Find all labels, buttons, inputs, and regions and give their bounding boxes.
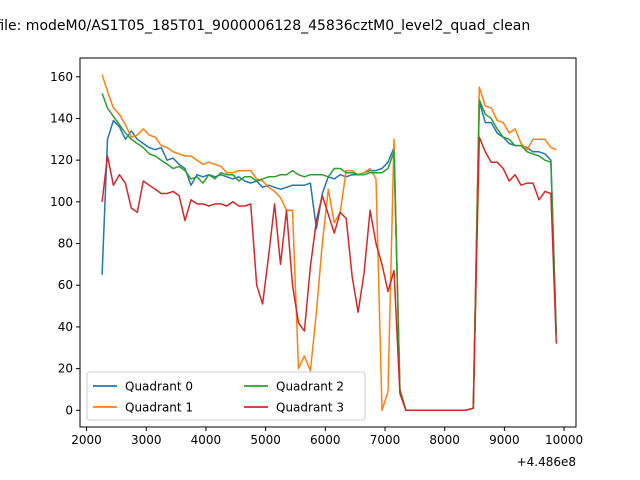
- y-tick-label: 60: [58, 278, 73, 292]
- x-tick-label: 5000: [250, 433, 281, 447]
- x-tick-label: 7000: [370, 433, 401, 447]
- y-tick-label: 40: [58, 320, 73, 334]
- legend-box: [86, 371, 366, 421]
- x-tick-label: 10000: [545, 433, 583, 447]
- x-tick-label: 6000: [310, 433, 341, 447]
- y-tick-label: 80: [58, 237, 73, 251]
- legend-label-quadrant-1: Quadrant 1: [125, 401, 193, 415]
- y-tick-label: 160: [50, 70, 73, 84]
- legend-label-quadrant-3: Quadrant 3: [276, 401, 344, 415]
- series-line-quadrant-0: [101, 101, 558, 412]
- x-tick-label: 2000: [71, 433, 102, 447]
- y-tick-label: 140: [50, 111, 73, 125]
- legend: Quadrant 0 Quadrant 1 Quadrant 2 Quadrant 3: [86, 371, 366, 421]
- series-layer: [101, 74, 558, 412]
- legend-label-quadrant-0: Quadrant 0: [125, 380, 193, 394]
- series-line-quadrant-3: [101, 136, 558, 412]
- y-tick-label: 100: [50, 195, 73, 209]
- y-axis: 0 20 40 60 80 100 120 140 160: [50, 70, 80, 417]
- y-tick-label: 20: [58, 362, 73, 376]
- y-tick-label: 0: [65, 403, 73, 417]
- series-line-quadrant-2: [101, 93, 558, 412]
- x-tick-label: 8000: [429, 433, 460, 447]
- x-axis: 2000 3000 4000 5000 6000 7000 8000 9000 10000: [71, 427, 583, 447]
- chart-title: n file: modeM0/AS1T05_185T01_9000006128_…: [0, 18, 531, 34]
- x-tick-label: 9000: [489, 433, 520, 447]
- series-line-quadrant-1: [101, 74, 557, 412]
- plot-frame: [79, 57, 577, 428]
- x-tick-label: 3000: [131, 433, 162, 447]
- x-tick-label: 4000: [191, 433, 222, 447]
- y-tick-label: 120: [50, 153, 73, 167]
- legend-label-quadrant-2: Quadrant 2: [276, 380, 344, 394]
- x-axis-offset-label: +4.486e8: [517, 455, 576, 469]
